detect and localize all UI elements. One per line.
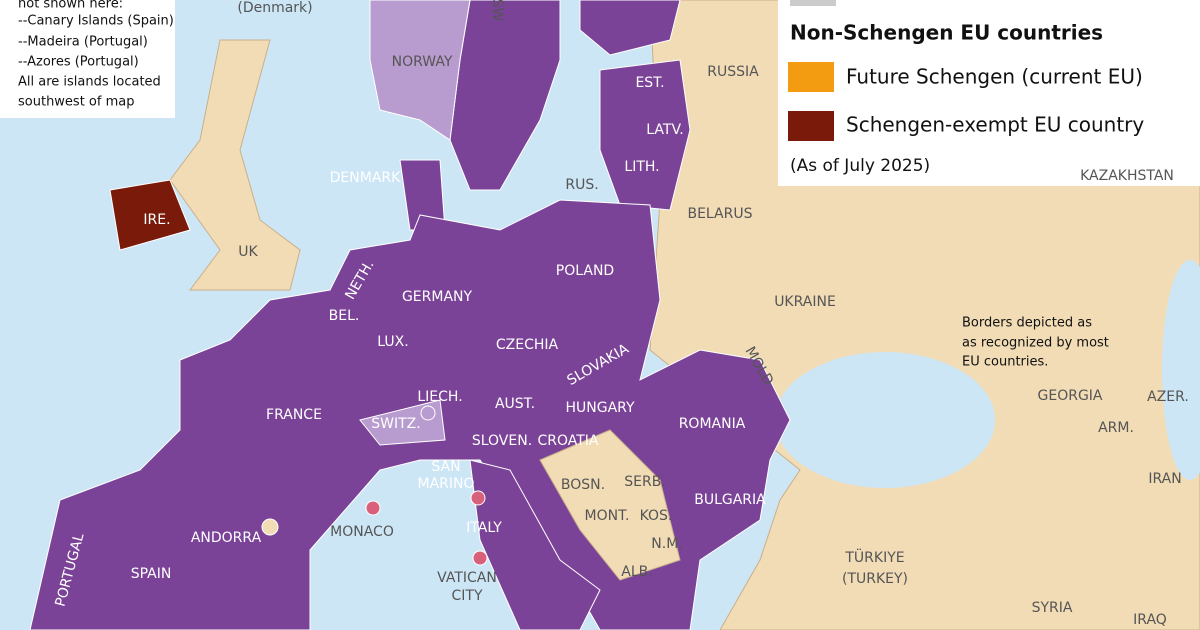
country-label: SLOVEN. — [472, 433, 532, 449]
country-label: ITALY — [466, 520, 502, 536]
baltics — [599, 59, 691, 211]
country-label: ALB. — [621, 564, 652, 580]
country-label: RUS. — [565, 177, 598, 193]
legend-date: (As of July 2025) — [790, 156, 930, 176]
country-label: ANDORRA — [191, 530, 262, 546]
legend-label: Future Schengen (current EU) — [846, 65, 1143, 89]
country-label: (TURKEY) — [842, 571, 908, 587]
country-label: IRE. — [143, 212, 170, 228]
country-label: LITH. — [624, 159, 659, 175]
country-label: BULGARIA — [694, 492, 766, 508]
country-label: GERMANY — [402, 289, 473, 305]
country-label: SERB. — [624, 474, 666, 490]
andorra-marker — [261, 518, 279, 536]
legend-label: Schengen-exempt EU country — [846, 113, 1144, 137]
country-label: VATICAN — [437, 570, 497, 586]
country-label: SW — [489, 0, 505, 22]
country-label: ROMANIA — [679, 416, 746, 432]
uk — [169, 39, 301, 291]
country-label: MONACO — [330, 524, 394, 540]
note-line: not shown here: — [18, 0, 123, 12]
country-label: N.M. — [651, 536, 682, 552]
legend-box — [778, 0, 1200, 186]
country-label: UKRAINE — [774, 294, 836, 310]
monaco-marker — [365, 500, 381, 516]
country-label: LUX. — [377, 334, 408, 350]
ireland — [109, 179, 191, 251]
note-line: southwest of map — [18, 95, 134, 110]
country-label: AUST. — [495, 396, 535, 412]
vatican-marker — [472, 550, 488, 566]
black-sea — [775, 352, 995, 488]
country-label: ARM. — [1098, 420, 1134, 436]
legend-title: Non-Schengen EU countries — [790, 21, 1103, 45]
country-label: BOSN. — [561, 477, 605, 493]
legend-swatch — [790, 0, 836, 6]
country-label: KAZAKHSTAN — [1080, 168, 1174, 184]
note-line: --Azores (Portugal) — [18, 55, 139, 70]
country-label: LIECH. — [417, 389, 462, 405]
country-label: IRAN — [1148, 471, 1181, 487]
country-label: RUSSIA — [707, 64, 759, 80]
legend-swatch — [788, 62, 834, 92]
borders-note: as recognized by most — [962, 336, 1109, 351]
norway — [369, 0, 471, 141]
country-label: NORWAY — [392, 54, 453, 70]
country-label: SAN — [431, 459, 460, 475]
san-marino-marker — [470, 490, 486, 506]
country-label: TÜRKIYE — [844, 548, 904, 566]
country-label: BELARUS — [687, 206, 752, 222]
country-label: SWITZ. — [371, 416, 420, 432]
finland — [579, 0, 681, 56]
country-label: MARINO — [417, 476, 474, 492]
borders-note: Borders depicted as — [962, 316, 1092, 331]
country-label: BEL. — [329, 308, 360, 324]
note-box — [0, 0, 175, 118]
country-label: FRANCE — [266, 407, 322, 423]
note-line: --Canary Islands (Spain) — [18, 14, 174, 29]
liech-marker — [420, 405, 436, 421]
country-label: CROATIA — [537, 433, 598, 449]
country-label: AZER. — [1147, 389, 1189, 405]
country-label: MONT. — [585, 508, 630, 524]
legend-swatch — [788, 111, 834, 141]
country-label: EST. — [635, 75, 664, 91]
note-line: --Madeira (Portugal) — [18, 35, 148, 50]
country-label: SYRIA — [1032, 600, 1073, 616]
country-labels: (Denmark) SW NORWAY RUSSIA EST. LATV. LITH. RUS… — [53, 0, 1189, 628]
country-label: IRAQ — [1133, 612, 1167, 628]
country-label: GEORGIA — [1038, 388, 1103, 404]
country-label: CZECHIA — [496, 337, 559, 353]
country-label: CITY — [451, 588, 482, 604]
borders-note: EU countries. — [962, 355, 1048, 370]
country-label: HUNGARY — [565, 400, 635, 416]
caspian-sea — [1162, 260, 1200, 480]
country-label: LATV. — [646, 122, 683, 138]
western-balkans — [539, 429, 681, 581]
notes: not shown here: --Canary Islands (Spain)… — [18, 0, 174, 110]
country-label: KOS. — [640, 508, 673, 524]
country-label: UK — [238, 244, 258, 260]
country-label: DENMARK — [330, 170, 401, 186]
country-label: SPAIN — [131, 566, 172, 582]
country-label: (Denmark) — [237, 0, 312, 16]
note-line: All are islands located — [18, 75, 161, 90]
country-label: POLAND — [556, 263, 614, 279]
